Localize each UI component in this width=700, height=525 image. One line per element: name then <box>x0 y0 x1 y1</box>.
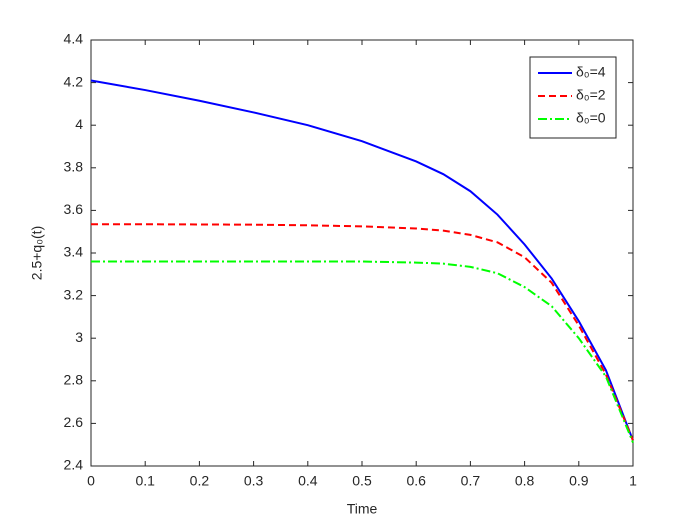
x-tick-label: 0.8 <box>515 473 535 489</box>
x-tick-label: 0 <box>87 473 95 489</box>
y-tick-label: 4.4 <box>64 31 84 47</box>
x-tick-label: 0.6 <box>406 473 426 489</box>
y-tick-label: 3.8 <box>64 159 84 175</box>
data-line <box>91 260 634 443</box>
x-tick-label: 0.2 <box>190 473 210 489</box>
x-tick-label: 0.3 <box>244 473 264 489</box>
data-line <box>91 223 634 441</box>
y-tick-label: 3.2 <box>64 286 84 302</box>
x-tick-label: 0.5 <box>352 473 372 489</box>
y-tick-label: 3 <box>75 329 83 345</box>
y-tick-label: 3.6 <box>64 201 84 217</box>
x-axis-label: Time <box>347 501 378 517</box>
y-tick-label: 2.6 <box>64 414 84 430</box>
y-tick-label: 2.8 <box>64 372 84 388</box>
legend-label: δ₀=0 <box>576 110 606 126</box>
x-tick-label: 0.9 <box>569 473 589 489</box>
x-tick-label: 0.7 <box>461 473 481 489</box>
y-tick-label: 2.4 <box>64 457 84 473</box>
data-line <box>90 79 634 441</box>
x-tick-label: 1 <box>629 473 637 489</box>
legend-label: δ₀=2 <box>576 87 606 103</box>
legend-label: δ₀=4 <box>576 64 606 80</box>
y-tick-label: 4.2 <box>64 73 84 89</box>
y-axis-label: 2.5+q₀(t) <box>29 226 45 280</box>
y-tick-label: 4 <box>75 116 83 132</box>
y-tick-label: 3.4 <box>64 244 84 260</box>
x-tick-label: 0.1 <box>135 473 155 489</box>
x-tick-label: 0.4 <box>298 473 318 489</box>
legend-box <box>529 56 617 139</box>
